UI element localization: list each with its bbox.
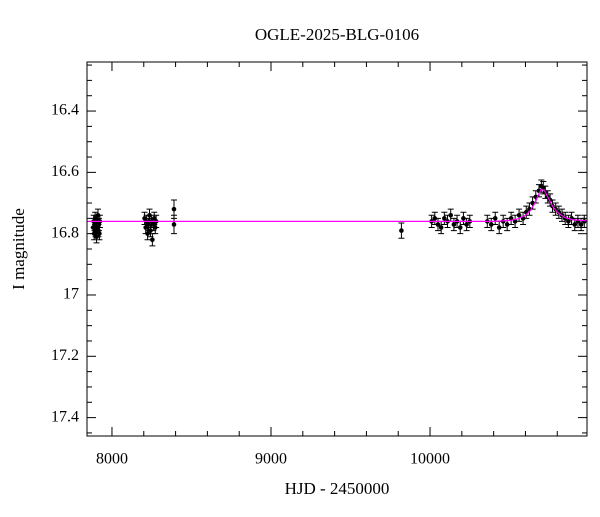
data-point	[516, 212, 522, 218]
y-axis-title: I magnitude	[9, 208, 28, 290]
model-curve	[87, 188, 588, 223]
y-tick-label: 17.2	[51, 347, 79, 364]
x-tick-label: 9000	[255, 451, 287, 468]
data-point	[512, 219, 518, 224]
chart-title: OGLE-2025-BLG-0106	[255, 25, 419, 44]
data-point	[492, 216, 498, 221]
x-axis-title: HJD - 2450000	[285, 479, 390, 498]
data-point	[504, 222, 510, 227]
data-point	[581, 219, 587, 224]
data-point	[464, 222, 469, 227]
data-point	[556, 209, 562, 215]
data-point	[566, 219, 571, 224]
y-tick-label: 17.4	[51, 408, 79, 425]
y-tick-label: 16.4	[51, 102, 79, 119]
data-point	[442, 216, 447, 221]
data-point	[578, 222, 584, 227]
data-point	[451, 222, 457, 227]
y-tick-label: 17	[63, 286, 79, 303]
data-point	[572, 222, 578, 227]
data-point	[171, 222, 177, 227]
plot-frame	[86, 61, 588, 437]
data-point	[448, 212, 454, 218]
x-tick-label: 10000	[410, 451, 450, 468]
plot-area: 8000 9000 10000 16.4 16.6 16.8 17 17.2 17.4	[51, 62, 588, 468]
data-point	[432, 216, 438, 221]
data-point	[145, 231, 150, 236]
data-point	[496, 225, 502, 230]
y-tick-label: 16.8	[51, 224, 79, 241]
data-point	[97, 231, 102, 236]
data-point	[457, 225, 463, 230]
data-point	[171, 206, 177, 212]
x-tick-label: 8000	[96, 451, 128, 468]
data-point	[438, 225, 444, 230]
data-point	[150, 237, 155, 243]
data-point	[399, 228, 404, 233]
data-point	[488, 222, 494, 227]
data-point	[461, 216, 466, 221]
y-tick-label: 16.6	[51, 163, 79, 180]
data-point	[435, 222, 441, 227]
